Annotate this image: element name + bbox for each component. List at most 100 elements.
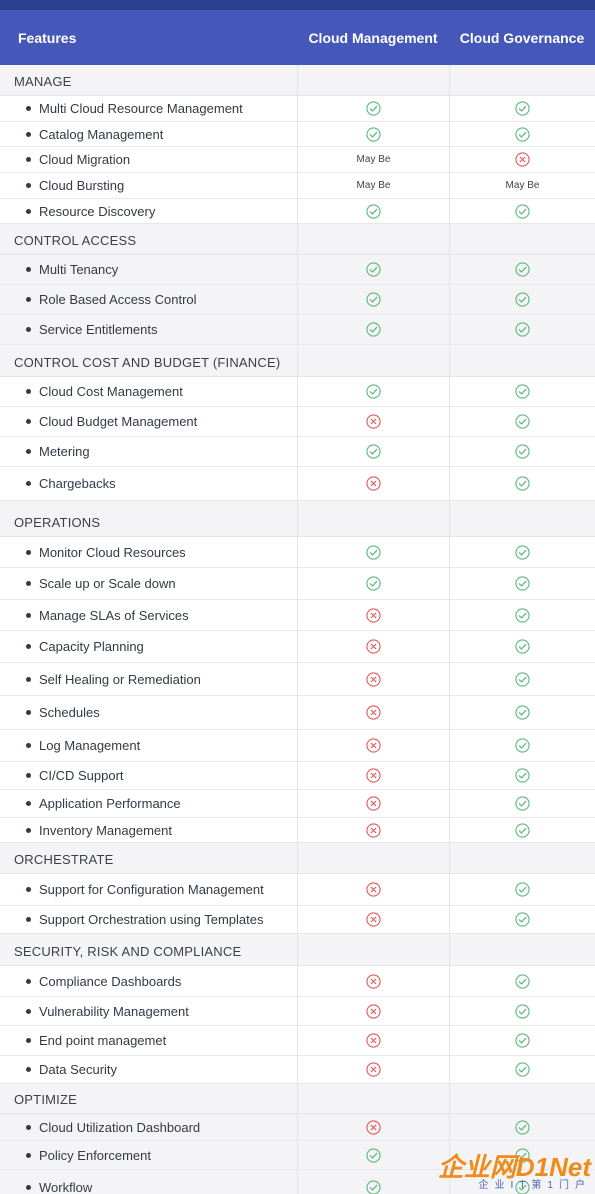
bullet-icon xyxy=(26,978,31,984)
cloud-governance-cell xyxy=(449,730,595,761)
check-icon xyxy=(366,384,381,399)
feature-row: Support Orchestration using Templates xyxy=(0,906,595,934)
feature-row: Catalog Management xyxy=(0,122,595,147)
cloud-governance-cell xyxy=(449,437,595,466)
cloud-management-cell xyxy=(297,467,449,500)
feature-cell: Multi Tenancy xyxy=(0,255,297,284)
cloud-governance-cell xyxy=(449,1170,595,1194)
feature-cell: Self Healing or Remediation xyxy=(0,663,297,695)
bullet-icon xyxy=(26,481,31,486)
cloud-governance-cell xyxy=(449,377,595,406)
feature-label: Catalog Management xyxy=(39,126,164,142)
feature-label: Self Healing or Remediation xyxy=(39,671,201,687)
cloud-governance-cell xyxy=(449,1026,595,1055)
bullet-icon xyxy=(26,801,31,806)
cloud-governance-cell xyxy=(449,255,595,284)
bullet-icon xyxy=(26,710,31,715)
check-icon xyxy=(515,1147,530,1163)
bullet-icon xyxy=(26,1067,31,1072)
cloud-governance-cell xyxy=(449,315,595,344)
section-title: CONTROL ACCESS xyxy=(14,233,137,248)
feature-row: Cloud Cost Management xyxy=(0,377,595,407)
section-header: CONTROL ACCESS xyxy=(0,224,595,255)
cloud-management-cell: May Be xyxy=(297,147,449,172)
cloud-governance-cell xyxy=(449,568,595,599)
check-icon xyxy=(366,101,381,116)
cloud-management-cell xyxy=(297,966,449,996)
check-icon xyxy=(366,576,381,591)
feature-label: Manage SLAs of Services xyxy=(39,607,189,623)
feature-row: Data Security xyxy=(0,1056,595,1084)
bullet-icon xyxy=(26,644,31,649)
section-spacer xyxy=(297,65,449,95)
feature-cell: Compliance Dashboards xyxy=(0,966,297,996)
top-accent-bar xyxy=(0,0,595,10)
feature-cell: Multi Cloud Resource Management xyxy=(0,96,297,121)
feature-row: Cloud Utilization Dashboard xyxy=(0,1114,595,1141)
feature-row: Cloud Migration May Be xyxy=(0,147,595,173)
cloud-management-cell xyxy=(297,122,449,146)
section-spacer xyxy=(449,224,595,254)
feature-row: Monitor Cloud Resources xyxy=(0,537,595,568)
feature-row: Support for Configuration Management xyxy=(0,874,595,906)
cross-icon xyxy=(366,882,381,897)
check-icon xyxy=(515,1003,530,1019)
feature-cell: End point managemet xyxy=(0,1026,297,1055)
cloud-governance-cell xyxy=(449,997,595,1025)
section-spacer xyxy=(449,1084,595,1113)
feature-cell: Catalog Management xyxy=(0,122,297,146)
check-icon xyxy=(515,738,530,753)
features-column-header: Features xyxy=(18,29,77,46)
cross-icon xyxy=(366,768,381,783)
feature-row: Manage SLAs of Services xyxy=(0,600,595,631)
section-header: ORCHESTRATE xyxy=(0,843,595,874)
section-title: MANAGE xyxy=(14,74,72,89)
cloud-management-cell xyxy=(297,199,449,223)
cloud-governance-cell xyxy=(449,537,595,567)
feature-row: Inventory Management xyxy=(0,818,595,843)
feature-row: Workflow xyxy=(0,1170,595,1194)
feature-row: Multi Tenancy xyxy=(0,255,595,285)
feature-cell: Vulnerability Management xyxy=(0,997,297,1025)
bullet-icon xyxy=(26,267,31,272)
cloud-management-cell xyxy=(297,315,449,344)
feature-label: CI/CD Support xyxy=(39,768,124,783)
cloud-management-cell xyxy=(297,762,449,789)
feature-label: Resource Discovery xyxy=(39,203,156,219)
feature-label: Support for Configuration Management xyxy=(39,882,264,897)
check-icon xyxy=(366,262,381,277)
feature-cell: Policy Enforcement xyxy=(0,1141,297,1169)
feature-cell: Support for Configuration Management xyxy=(0,874,297,905)
check-icon xyxy=(515,292,530,307)
feature-row: Metering xyxy=(0,437,595,467)
bullet-icon xyxy=(26,449,31,454)
cloud-governance-cell: May Be xyxy=(449,173,595,198)
feature-label: Chargebacks xyxy=(39,476,116,491)
cross-icon xyxy=(366,1119,381,1135)
feature-label: Schedules xyxy=(39,705,100,720)
bullet-icon xyxy=(26,183,31,188)
section-spacer xyxy=(297,224,449,254)
bullet-icon xyxy=(26,208,31,214)
cloud-management-cell xyxy=(297,407,449,436)
cloud-management-cell xyxy=(297,906,449,933)
feature-label: Cloud Migration xyxy=(39,152,131,167)
cloud-management-cell xyxy=(297,255,449,284)
feature-row: Service Entitlements xyxy=(0,315,595,345)
feature-cell: Role Based Access Control xyxy=(0,285,297,314)
feature-row: Multi Cloud Resource Management xyxy=(0,96,595,122)
feature-row: Schedules xyxy=(0,696,595,730)
feature-label: Application Performance xyxy=(39,796,181,811)
feature-cell: Service Entitlements xyxy=(0,315,297,344)
section-header: SECURITY, RISK AND COMPLIANCE xyxy=(0,934,595,966)
feature-cell: Application Performance xyxy=(0,790,297,817)
bullet-icon xyxy=(26,1152,31,1158)
feature-cell: Capacity Planning xyxy=(0,631,297,662)
section-title: CONTROL COST AND BUDGET (FINANCE) xyxy=(14,355,281,370)
feature-label: Monitor Cloud Resources xyxy=(39,544,186,560)
check-icon xyxy=(515,671,530,687)
check-icon xyxy=(515,639,530,654)
bullet-icon xyxy=(26,1008,31,1014)
section-title: OPTIMIZE xyxy=(14,1092,77,1107)
feature-label: Multi Tenancy xyxy=(39,262,119,277)
